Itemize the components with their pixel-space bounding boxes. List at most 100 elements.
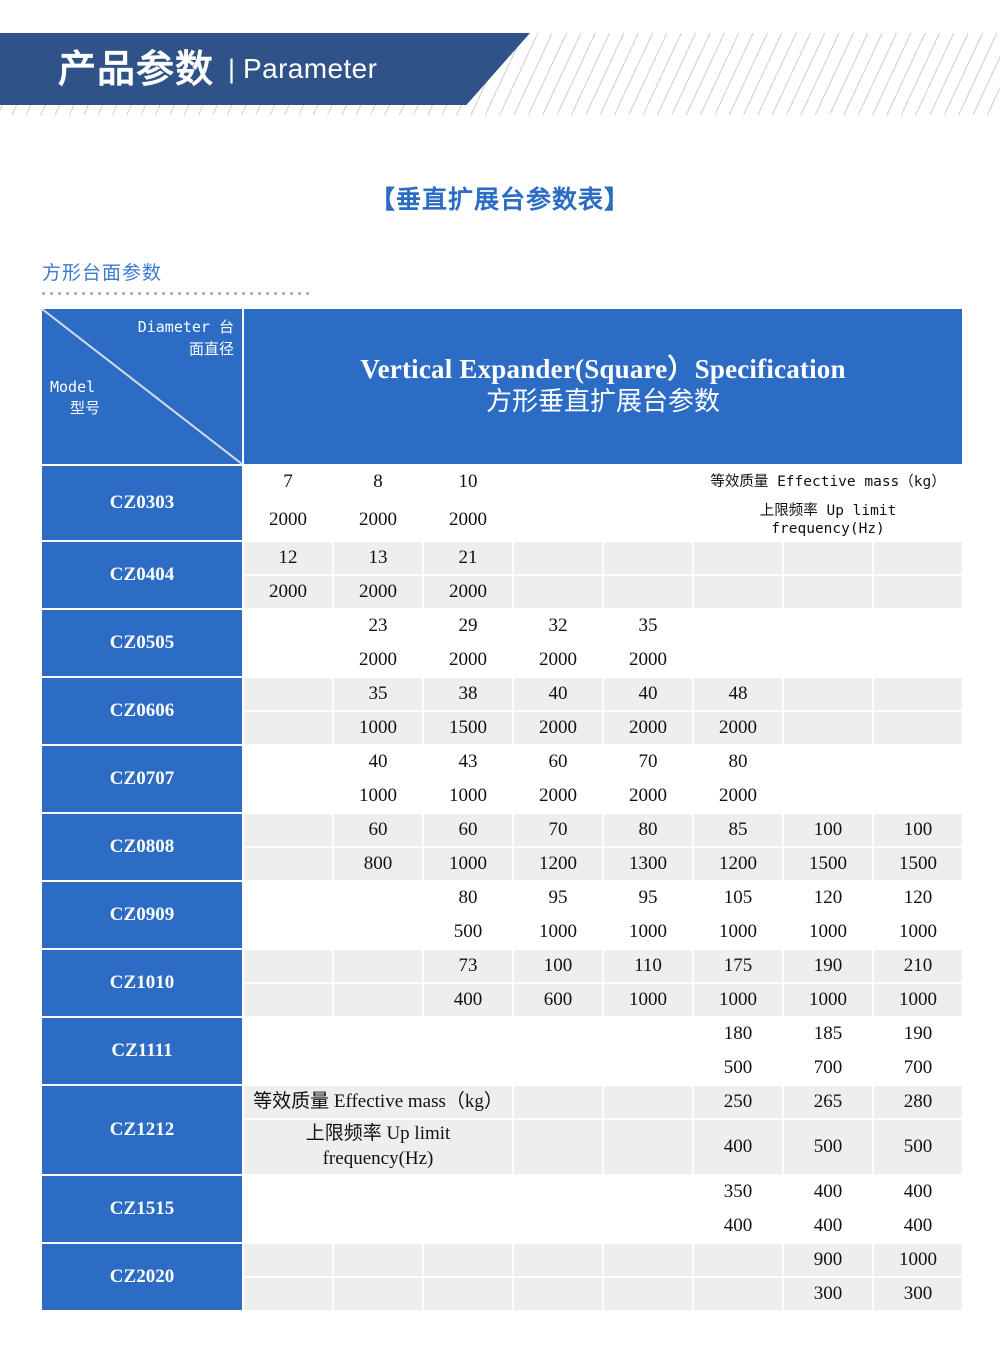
value-cell — [334, 1175, 422, 1208]
value-cell: 1000 — [604, 916, 692, 949]
model-cell: CZ1515 — [42, 1175, 242, 1242]
value-cell — [244, 1243, 332, 1276]
value-cell: 10 — [424, 466, 512, 498]
table-main-title-cell: Vertical Expander(Square）Specification 方… — [244, 309, 963, 464]
section-subtitle: 方形台面参数 — [42, 262, 163, 284]
diagonal-divider-line — [42, 309, 242, 464]
value-cell: 100 — [874, 814, 963, 847]
value-cell — [784, 780, 872, 813]
value-cell: 900 — [784, 1243, 872, 1276]
value-cell — [874, 542, 963, 575]
value-cell: 80 — [424, 882, 512, 915]
table-row: CZ0303 7 8 10 等效质量 Effective mass（kg） — [42, 466, 963, 541]
parameter-table: Diameter 台 面直径 Model 型号 Vertical Expande… — [40, 307, 965, 1312]
table-row: CZ1515 350 400 400 — [42, 1175, 963, 1242]
value-cell — [244, 644, 332, 677]
value-cell: 1000 — [334, 780, 422, 813]
value-cell — [514, 1086, 602, 1119]
value-cell: 2000 — [244, 500, 332, 541]
value-cell: 1000 — [424, 848, 512, 881]
value-cell: 400 — [784, 1175, 872, 1208]
value-cell: 180 — [694, 1018, 782, 1051]
value-cell: 400 — [874, 1209, 963, 1242]
value-cell: 400 — [784, 1209, 872, 1242]
value-cell — [514, 576, 602, 609]
value-cell — [424, 1209, 512, 1242]
value-cell — [694, 644, 782, 677]
table-row: CZ0404 12 13 21 — [42, 542, 963, 609]
value-cell — [244, 746, 332, 779]
value-cell: 2000 — [604, 780, 692, 813]
value-cell: 250 — [694, 1086, 782, 1119]
value-cell: 175 — [694, 950, 782, 983]
table-row: CZ0505 23 29 32 35 — [42, 610, 963, 677]
model-cell: CZ0606 — [42, 678, 242, 745]
banner-title-cn: 产品参数 — [58, 47, 215, 91]
model-label-line1: Model — [50, 377, 96, 396]
value-cell: 400 — [424, 984, 512, 1017]
value-cell: 120 — [784, 882, 872, 915]
model-cell: CZ0303 — [42, 466, 242, 541]
value-cell — [874, 712, 963, 745]
legend-up-limit-frequency: 上限频率 Up limit frequency(Hz) — [244, 1120, 512, 1174]
value-cell: 1000 — [424, 780, 512, 813]
value-cell — [514, 1018, 602, 1051]
value-cell: 800 — [334, 848, 422, 881]
value-cell — [604, 1086, 692, 1119]
value-cell — [334, 1018, 422, 1051]
value-cell — [874, 644, 963, 677]
value-cell: 60 — [334, 814, 422, 847]
value-cell — [784, 712, 872, 745]
value-cell — [784, 746, 872, 779]
table-row: CZ1111 180 185 190 — [42, 1018, 963, 1085]
value-cell: 2000 — [604, 644, 692, 677]
value-cell — [514, 466, 602, 498]
value-cell — [784, 542, 872, 575]
value-cell: 2000 — [514, 712, 602, 745]
value-cell — [244, 950, 332, 983]
value-cell: 1500 — [874, 848, 963, 881]
model-cell: CZ1212 — [42, 1086, 242, 1174]
value-cell: 2000 — [424, 576, 512, 609]
table-row: 上限频率 Up limit frequency(Hz) 400 500 500 — [42, 1120, 963, 1174]
diagonal-header-top-label: Diameter 台 面直径 — [84, 317, 234, 361]
value-cell: 500 — [874, 1120, 963, 1174]
value-cell: 1000 — [604, 984, 692, 1017]
value-cell — [604, 1120, 692, 1174]
value-cell: 70 — [604, 746, 692, 779]
value-cell: 100 — [514, 950, 602, 983]
model-cell: CZ2020 — [42, 1243, 242, 1310]
table-row: CZ0707 40 43 60 70 80 — [42, 746, 963, 813]
value-cell — [694, 1277, 782, 1310]
value-cell: 60 — [514, 746, 602, 779]
value-cell: 280 — [874, 1086, 963, 1119]
table-row: 500 1000 1000 1000 1000 1000 — [42, 916, 963, 949]
value-cell — [244, 1175, 332, 1208]
value-cell: 105 — [694, 882, 782, 915]
value-cell — [244, 916, 332, 949]
value-cell: 1000 — [874, 1243, 963, 1276]
value-cell: 2000 — [244, 576, 332, 609]
value-cell — [604, 1052, 692, 1085]
value-cell — [874, 780, 963, 813]
value-cell: 600 — [514, 984, 602, 1017]
value-cell: 1500 — [784, 848, 872, 881]
value-cell: 38 — [424, 678, 512, 711]
value-cell — [604, 542, 692, 575]
value-cell — [424, 1018, 512, 1051]
dotted-divider — [42, 292, 312, 295]
value-cell — [514, 1052, 602, 1085]
banner-ribbon: 产品参数 | Parameter — [0, 33, 530, 105]
value-cell: 185 — [784, 1018, 872, 1051]
value-cell: 1000 — [784, 916, 872, 949]
value-cell: 85 — [694, 814, 782, 847]
value-cell: 8 — [334, 466, 422, 498]
value-cell: 2000 — [604, 712, 692, 745]
table-row: CZ0606 35 38 40 40 48 — [42, 678, 963, 745]
value-cell: 1000 — [874, 984, 963, 1017]
page-title: 【垂直扩展台参数表】 — [369, 185, 630, 214]
value-cell — [244, 814, 332, 847]
value-cell — [244, 848, 332, 881]
value-cell — [334, 916, 422, 949]
value-cell: 12 — [244, 542, 332, 575]
